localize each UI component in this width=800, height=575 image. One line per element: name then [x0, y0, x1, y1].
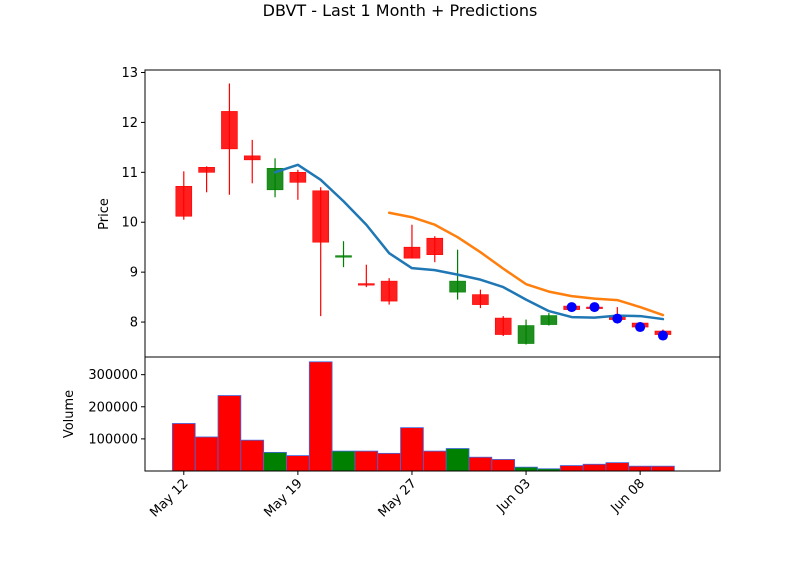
- candle-body: [243, 155, 261, 161]
- volume-y-tick-label: 200000: [88, 400, 138, 415]
- price-lines: [273, 163, 665, 321]
- date-x-axis: May 12 May 19 May 27 Jun 03 Jun 08: [147, 471, 648, 520]
- price-y-axis-label: Price: [97, 198, 112, 230]
- candle-body: [221, 111, 238, 150]
- chart-title: DBVT - Last 1 Month + Predictions: [263, 1, 538, 20]
- prediction-point: [612, 313, 623, 324]
- volume-bar: [286, 455, 310, 472]
- volume-bar: [331, 450, 356, 472]
- candle-body: [426, 237, 444, 255]
- candle-body: [312, 190, 329, 243]
- candle-body: [540, 315, 558, 325]
- volume-bar: [194, 436, 219, 472]
- volume-plot-frame: [144, 356, 721, 472]
- volume-bars: [171, 361, 675, 472]
- candle-body: [175, 185, 193, 217]
- price-y-tick-label: 8: [130, 316, 138, 331]
- candle-body: [335, 255, 352, 258]
- volume-bar: [308, 361, 333, 472]
- price-y-tick-label: 9: [130, 266, 138, 281]
- price-y-tick-label: 10: [121, 216, 138, 231]
- volume-bar: [445, 448, 470, 472]
- volume-y-tick-label: 300000: [88, 368, 138, 383]
- volume-bar: [377, 452, 401, 472]
- prediction-point: [657, 330, 668, 341]
- volume-bar: [422, 450, 447, 472]
- candle-body: [380, 280, 398, 302]
- price-line-series: [273, 163, 665, 321]
- candle-body: [517, 325, 535, 344]
- prediction-point: [589, 302, 600, 313]
- x-tick-label: May 19: [261, 476, 305, 520]
- prediction-point: [566, 302, 577, 313]
- volume-bar: [491, 459, 516, 472]
- volume-bar: [240, 439, 265, 472]
- volume-bar: [400, 427, 424, 472]
- candle-body: [266, 168, 284, 191]
- prediction-point: [635, 322, 646, 333]
- volume-bar: [514, 466, 538, 472]
- price-y-tick-label: 12: [121, 116, 138, 131]
- volume-bar: [354, 450, 379, 472]
- volume-y-axis-label: Volume: [62, 390, 77, 438]
- volume-bar: [582, 463, 607, 472]
- x-tick-label: Jun 08: [608, 476, 648, 516]
- candle-body: [449, 280, 466, 293]
- candle-body: [494, 317, 512, 335]
- price-line-series: [387, 211, 665, 317]
- volume-y-axis: 100000 200000 300000: [88, 368, 145, 447]
- volume-y-tick-label: 100000: [88, 432, 138, 447]
- x-tick-label: May 27: [376, 476, 420, 520]
- prediction-points: [566, 302, 668, 341]
- volume-bar: [628, 465, 652, 472]
- price-plot-area: [145, 70, 720, 357]
- price-y-tick-label: 13: [121, 66, 138, 81]
- volume-bar: [559, 465, 584, 472]
- price-y-tick-label: 11: [121, 166, 138, 181]
- x-tick-label: May 12: [147, 476, 191, 520]
- volume-bar: [217, 395, 242, 472]
- candle-body: [472, 294, 489, 305]
- volume-bar: [468, 456, 493, 472]
- volume-bar: [651, 465, 675, 472]
- price-y-axis: 8 9 10 11 12 13: [121, 66, 145, 331]
- candle-body: [289, 172, 307, 183]
- volume-bar: [263, 451, 287, 472]
- candle-body: [403, 246, 421, 259]
- volume-bar: [171, 423, 196, 472]
- candle-body: [198, 167, 215, 173]
- x-tick-label: Jun 03: [494, 476, 534, 516]
- price-panel: 8 9 10 11 12 13 Price: [97, 66, 721, 358]
- candle-body: [358, 283, 375, 286]
- volume-bar: [605, 462, 630, 472]
